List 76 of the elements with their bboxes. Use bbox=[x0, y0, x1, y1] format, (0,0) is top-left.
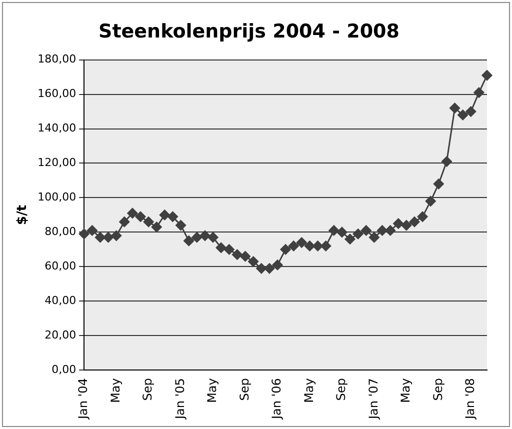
y-tick-label: 0,00 bbox=[52, 362, 76, 376]
y-tick-label: 20,00 bbox=[44, 328, 76, 342]
point bbox=[135, 211, 146, 222]
point bbox=[248, 256, 259, 267]
point bbox=[368, 232, 380, 243]
point bbox=[466, 106, 476, 117]
point bbox=[336, 226, 348, 238]
point bbox=[176, 220, 186, 231]
x-tick-label: Sep bbox=[237, 378, 252, 401]
point bbox=[328, 225, 340, 236]
x-tick-label: Jan '07 bbox=[366, 378, 380, 420]
x-tick-label: Jan '08 bbox=[463, 378, 478, 420]
y-tick-label: 140,00 bbox=[38, 122, 76, 135]
point bbox=[208, 232, 218, 243]
point bbox=[409, 216, 420, 228]
point bbox=[232, 249, 242, 260]
y-tick-label: 100,00 bbox=[38, 190, 76, 204]
point bbox=[450, 102, 460, 114]
point bbox=[111, 230, 122, 241]
point bbox=[119, 216, 130, 228]
point bbox=[304, 240, 315, 252]
point bbox=[256, 263, 267, 274]
point bbox=[344, 234, 356, 244]
point bbox=[433, 178, 444, 190]
point bbox=[240, 251, 251, 262]
y-tick-label: 40,00 bbox=[44, 294, 76, 308]
point bbox=[458, 110, 468, 120]
x-tick-label: Jan '04 bbox=[76, 378, 90, 420]
point bbox=[86, 225, 98, 236]
point bbox=[127, 208, 138, 218]
x-tick-label: Jan '06 bbox=[270, 378, 284, 420]
point bbox=[352, 228, 364, 240]
point bbox=[393, 218, 404, 229]
point bbox=[200, 230, 210, 241]
point bbox=[288, 240, 299, 252]
x-tick-label: May bbox=[302, 378, 316, 403]
x-tick-label: Sep bbox=[140, 378, 155, 401]
point bbox=[425, 196, 436, 206]
point bbox=[103, 232, 114, 243]
point bbox=[216, 242, 226, 253]
point bbox=[272, 260, 283, 270]
point bbox=[320, 240, 332, 252]
point bbox=[264, 263, 275, 274]
point bbox=[376, 225, 388, 236]
point bbox=[385, 225, 396, 236]
y-tick-label: 120,00 bbox=[38, 156, 76, 170]
chart-title: Steenkolenprijs 2004 - 2008 bbox=[98, 20, 400, 42]
y-tick-label: 60,00 bbox=[44, 260, 76, 273]
point bbox=[312, 240, 324, 252]
point bbox=[441, 156, 452, 167]
point bbox=[78, 228, 90, 240]
y-tick-label: 80,00 bbox=[44, 225, 76, 238]
x-tick-label: Sep bbox=[430, 378, 445, 401]
x-tick-label: May bbox=[205, 378, 220, 403]
y-tick-label: 160,00 bbox=[38, 87, 76, 100]
point bbox=[360, 225, 372, 236]
point bbox=[224, 244, 234, 255]
x-tick-label: Sep bbox=[334, 378, 348, 401]
point bbox=[417, 211, 428, 222]
y-axis-title: $/t bbox=[15, 204, 30, 225]
x-tick-label: May bbox=[398, 378, 413, 403]
y-tick-label: 180,00 bbox=[38, 52, 76, 66]
x-tick-label: Jan '05 bbox=[172, 378, 187, 420]
point bbox=[280, 244, 291, 255]
point bbox=[151, 222, 162, 232]
point bbox=[401, 220, 412, 231]
point bbox=[296, 237, 307, 248]
point bbox=[482, 70, 492, 81]
point bbox=[94, 232, 106, 243]
point bbox=[474, 87, 484, 98]
point bbox=[184, 236, 194, 246]
x-tick-label: May bbox=[108, 378, 122, 403]
point bbox=[192, 232, 202, 243]
point bbox=[143, 216, 154, 228]
point bbox=[167, 211, 178, 222]
point bbox=[159, 210, 170, 220]
